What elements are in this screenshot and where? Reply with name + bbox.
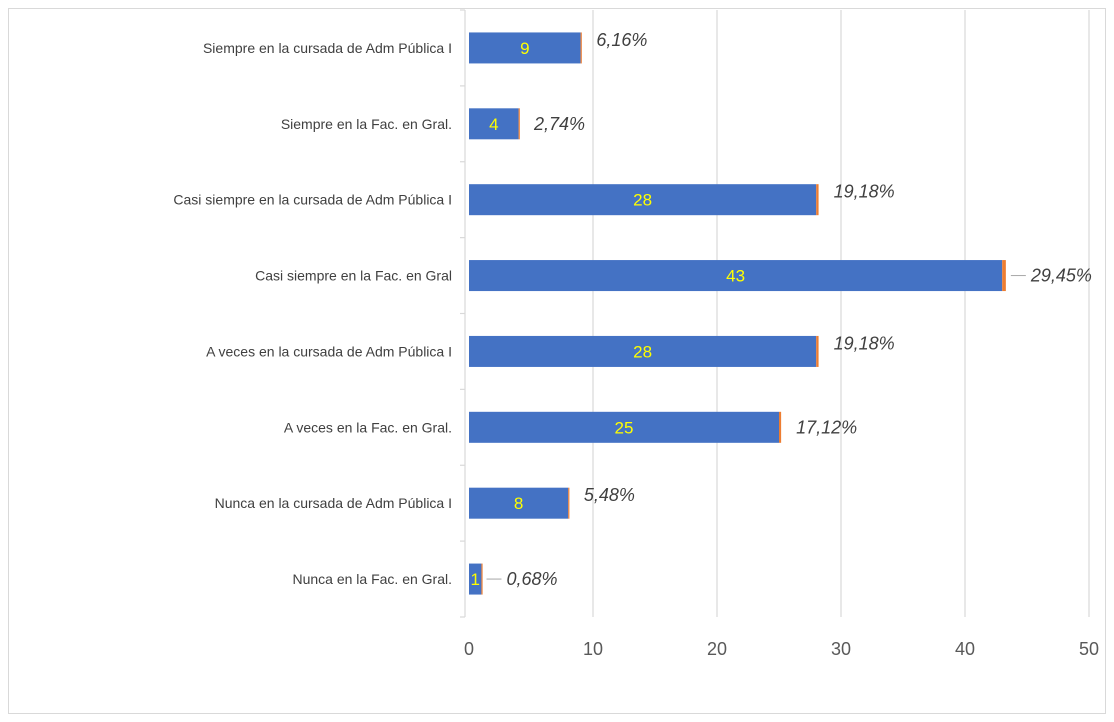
bar (469, 184, 817, 216)
category-label: Casi siempre en la Fac. en Gral (255, 268, 452, 284)
bar-segment (1002, 260, 1006, 292)
bar-segment (816, 335, 819, 367)
data-label: 43 (726, 267, 745, 286)
percentage-label: 2,74% (533, 114, 585, 134)
x-tick-label: 10 (583, 639, 603, 659)
percentage-label: 17,12% (796, 417, 857, 437)
bar (469, 32, 581, 64)
data-label: 8 (514, 494, 523, 513)
bar-segment (580, 32, 582, 64)
bar (469, 108, 519, 140)
category-label: Nunca en la Fac. en Gral. (292, 571, 452, 587)
bar-segment (816, 184, 819, 216)
bar (469, 335, 817, 367)
percentage-label: 6,16% (596, 30, 647, 50)
bar (469, 260, 1003, 292)
x-tick-label: 40 (955, 639, 975, 659)
category-label: Nunca en la cursada de Adm Pública I (215, 495, 452, 511)
percentage-label: 19,18% (834, 182, 895, 202)
category-label: Casi siempre en la cursada de Adm Públic… (173, 192, 452, 208)
bar (469, 411, 779, 443)
data-label: 28 (633, 191, 652, 210)
data-label: 28 (633, 342, 652, 361)
category-label: Siempre en la cursada de Adm Pública I (203, 40, 452, 56)
percentage-label: 0,68% (506, 569, 557, 589)
category-label: A veces en la Fac. en Gral. (284, 419, 452, 435)
data-label: 9 (520, 39, 529, 58)
category-label: Siempre en la Fac. en Gral. (281, 116, 452, 132)
data-label: 25 (615, 418, 634, 437)
bar-segment (518, 108, 520, 140)
bar-segment (481, 563, 483, 595)
data-label: 4 (489, 115, 498, 134)
data-label: 1 (470, 570, 479, 589)
x-tick-label: 0 (464, 639, 474, 659)
bar-segment (779, 411, 782, 443)
percentage-label: 29,45% (1030, 266, 1092, 286)
bar (469, 563, 482, 595)
percentage-label: 5,48% (584, 485, 635, 505)
bar (469, 487, 569, 519)
x-tick-label: 50 (1079, 639, 1099, 659)
percentage-label: 19,18% (834, 333, 895, 353)
x-tick-label: 30 (831, 639, 851, 659)
category-label: A veces en la cursada de Adm Pública I (206, 343, 452, 359)
bar-segment (568, 487, 570, 519)
x-tick-label: 20 (707, 639, 727, 659)
